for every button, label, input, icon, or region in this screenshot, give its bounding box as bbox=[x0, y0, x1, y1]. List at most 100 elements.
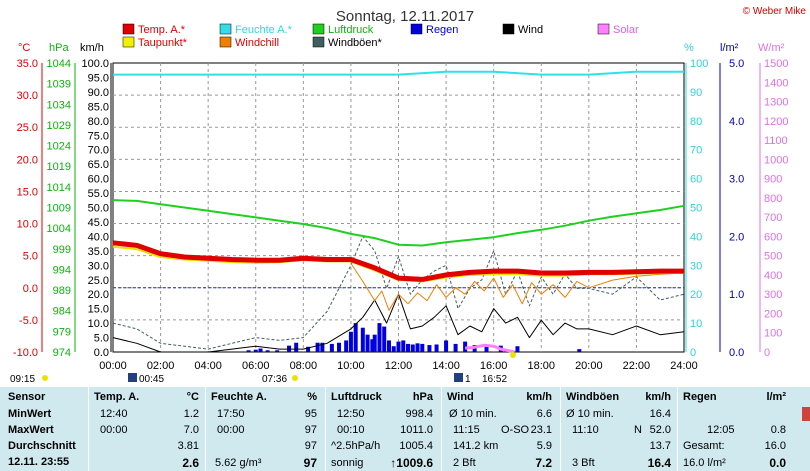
gusts-unit: km/h bbox=[645, 391, 671, 403]
rain-bar bbox=[253, 349, 258, 352]
stats-rain-col: Regen l/m² 12:05 0.8 Gesamt: 16.0 16.0 l… bbox=[677, 387, 810, 471]
weather-chart: Sonntag, 12.11.2017 © Weber Mike Temp. A… bbox=[10, 6, 807, 385]
forecast-label: sonnig bbox=[331, 457, 364, 469]
pressure-header: Luftdruck bbox=[331, 391, 382, 403]
copyright-label: © Weber Mike bbox=[743, 6, 807, 17]
legend-label: Temp. A.* bbox=[138, 24, 186, 36]
axis-ticks: 35.0 30.0 25.0 20.0 15.0 10.0 5.0 0.0 -5.0 -10.0 1… bbox=[13, 58, 789, 372]
solar-tick-label: 0 bbox=[764, 347, 770, 359]
wind-max-time: 11:15 bbox=[453, 424, 480, 436]
rain-bar bbox=[444, 340, 449, 352]
rain-total-value: 16.0 bbox=[764, 440, 786, 452]
rain-bar bbox=[427, 345, 432, 352]
rain-max-value: 0.8 bbox=[770, 424, 786, 436]
min-row-label: MinWert bbox=[8, 408, 52, 420]
event-label: 1 bbox=[465, 374, 471, 385]
x-tick-label: 12:00 bbox=[385, 360, 413, 372]
pressure-max-time: 00:10 bbox=[337, 424, 365, 436]
wind-tick-label: 95.0 bbox=[88, 72, 109, 84]
wind-avg-value: 5.9 bbox=[536, 440, 552, 452]
rain-bar bbox=[353, 323, 358, 352]
rain-bar bbox=[386, 340, 391, 352]
humidity-tick-label: 60 bbox=[690, 174, 702, 186]
solar-tick-label: 600 bbox=[764, 231, 782, 243]
legend-label: Regen bbox=[426, 24, 458, 36]
sun-icon bbox=[42, 375, 48, 381]
solar-axis-unit: W/m² bbox=[758, 42, 785, 54]
temp-tick-label: 0.0 bbox=[23, 283, 38, 295]
rain-bar bbox=[406, 343, 411, 352]
wind-axis-unit: km/h bbox=[80, 42, 104, 54]
temp-tick-label: 30.0 bbox=[17, 90, 38, 102]
pressure-tick-label: 984 bbox=[53, 306, 71, 318]
wind-tick-label: 15.0 bbox=[88, 304, 109, 316]
wind-tick-label: 60.0 bbox=[88, 174, 109, 186]
solar-tick-label: 1400 bbox=[764, 77, 788, 89]
solar-tick-label: 1500 bbox=[764, 58, 788, 70]
wind-tick-label: 50.0 bbox=[88, 203, 109, 215]
temp-unit: °C bbox=[186, 391, 199, 403]
pressure-tick-label: 989 bbox=[53, 285, 71, 297]
wind-tick-label: 90.0 bbox=[88, 87, 109, 99]
humidity-tick-label: 70 bbox=[690, 145, 702, 157]
legend-swatch bbox=[502, 23, 515, 35]
solar-tick-label: 400 bbox=[764, 270, 782, 282]
max-row-label: MaxWert bbox=[8, 424, 54, 436]
wind-avg10-label: Ø 10 min. bbox=[449, 408, 497, 420]
solar-tick-label: 1100 bbox=[764, 135, 788, 147]
wind-tick-label: 10.0 bbox=[88, 318, 109, 330]
legend-label: Wind bbox=[518, 24, 543, 36]
legend-label: Windchill bbox=[235, 37, 279, 49]
temp-max-time: 00:00 bbox=[100, 424, 128, 436]
gusts-avg10-value: 16.4 bbox=[649, 408, 671, 420]
rain-tick-label: 5.0 bbox=[729, 58, 744, 70]
rain-bar bbox=[382, 326, 387, 352]
rain-bar bbox=[370, 339, 375, 352]
stats-pressure-col: Luftdruck hPa 12:50 998.4 00:10 1011.0 ^… bbox=[325, 387, 441, 471]
temp-min-time: 12:40 bbox=[100, 408, 128, 420]
mid-time-label: 07:36 bbox=[262, 374, 287, 385]
pressure-tick-label: 999 bbox=[53, 244, 71, 256]
rain-current-value: 0.0 bbox=[769, 456, 786, 470]
x-tick-label: 10:00 bbox=[337, 360, 365, 372]
solar-tick-label: 1200 bbox=[764, 116, 788, 128]
humidity-max-time: 00:00 bbox=[217, 424, 245, 436]
feuchte-a-line bbox=[113, 70, 684, 76]
x-tick-label: 06:00 bbox=[242, 360, 270, 372]
data-series bbox=[112, 70, 685, 354]
stats-wind-col: Wind km/h Ø 10 min. 6.6 11:15 O-SO 23.1 … bbox=[441, 387, 560, 471]
rain-bar bbox=[577, 349, 582, 352]
rain-axis-unit: l/m² bbox=[720, 42, 739, 54]
temp-avg-value: 3.81 bbox=[177, 440, 199, 452]
legend-label: Feuchte A.* bbox=[235, 24, 293, 36]
wind-tick-label: 5.0 bbox=[94, 333, 109, 345]
rain-bar bbox=[377, 323, 382, 352]
legend-swatch bbox=[219, 36, 232, 48]
gusts-avg10-label: Ø 10 min. bbox=[566, 408, 614, 420]
rain-sum-label: 16.0 l/m² bbox=[683, 457, 726, 469]
humidity-axis-unit: % bbox=[684, 42, 694, 54]
temp-header: Temp. A. bbox=[94, 391, 140, 403]
solar-tick-label: 700 bbox=[764, 212, 782, 224]
rain-bar bbox=[258, 348, 263, 352]
rain-bar bbox=[515, 346, 520, 352]
wind-line bbox=[112, 293, 685, 353]
wind-tick-label: 35.0 bbox=[88, 246, 109, 258]
rain-bar bbox=[265, 350, 270, 352]
plot-grid bbox=[112, 62, 685, 353]
rain-bar bbox=[360, 327, 365, 352]
gusts-current-value: 16.4 bbox=[647, 456, 671, 470]
rain-bar bbox=[365, 334, 370, 352]
pressure-current-value: ↑1009.6 bbox=[390, 456, 433, 470]
chart-title: Sonntag, 12.11.2017 bbox=[336, 8, 474, 25]
humidity-max-value: 97 bbox=[304, 424, 317, 436]
humidity-min-time: 17:50 bbox=[217, 408, 245, 420]
legend-swatch bbox=[410, 23, 423, 35]
rain-bar bbox=[306, 346, 311, 352]
wind-avg10-value: 6.6 bbox=[536, 408, 552, 420]
pressure-min-time: 12:50 bbox=[337, 408, 365, 420]
legend-label: Taupunkt* bbox=[138, 37, 188, 49]
stats-gusts-col: Windböen km/h Ø 10 min. 16.4 11:10 N 52.… bbox=[560, 387, 677, 471]
wind-tick-label: 75.0 bbox=[88, 130, 109, 142]
x-tick-label: 08:00 bbox=[290, 360, 318, 372]
